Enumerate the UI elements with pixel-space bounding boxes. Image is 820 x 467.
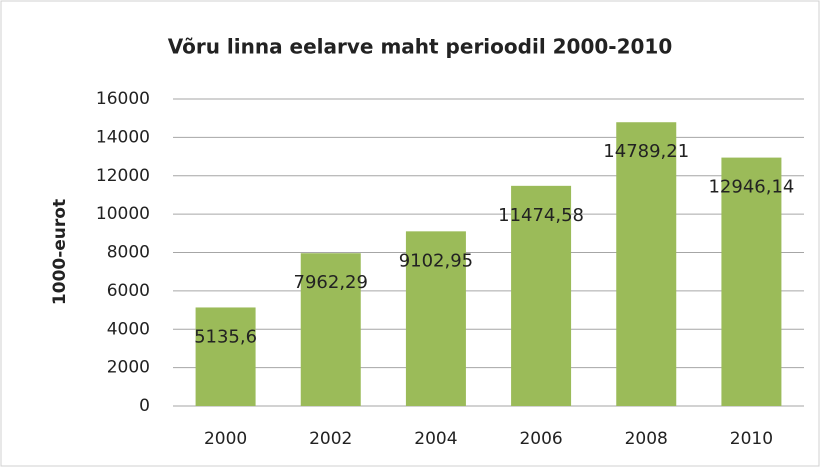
data-label: 11474,58 [498,205,584,226]
x-tick-label: 2000 [204,429,247,449]
y-tick-label: 2000 [107,358,150,378]
bar [195,307,256,406]
y-tick-label: 14000 [96,127,150,147]
y-tick-label: 10000 [96,204,150,224]
data-label: 9102,95 [399,250,473,271]
x-tick-label: 2006 [519,429,562,449]
chart-title: Võru linna eelarve maht perioodil 2000-2… [168,35,673,59]
bar [616,122,677,407]
y-tick-label: 8000 [107,243,150,263]
x-tick-label: 2008 [625,429,668,449]
y-axis-label: 1000-eurot [50,199,70,305]
data-label: 12946,14 [708,177,794,198]
bar [721,157,782,406]
data-label: 14789,21 [603,141,689,162]
x-tick-label: 2004 [414,429,457,449]
bar [511,185,572,406]
data-label: 7962,29 [294,272,368,293]
y-tick-label: 0 [139,396,150,416]
y-tick-label: 16000 [96,89,150,109]
y-tick-label: 4000 [107,319,150,339]
bar [405,231,466,406]
x-tick-label: 2010 [730,429,773,449]
x-tick-label: 2002 [309,429,352,449]
data-label: 5135,6 [194,326,257,347]
bar [300,253,361,406]
y-tick-label: 6000 [107,281,150,301]
y-tick-label: 12000 [96,166,150,186]
